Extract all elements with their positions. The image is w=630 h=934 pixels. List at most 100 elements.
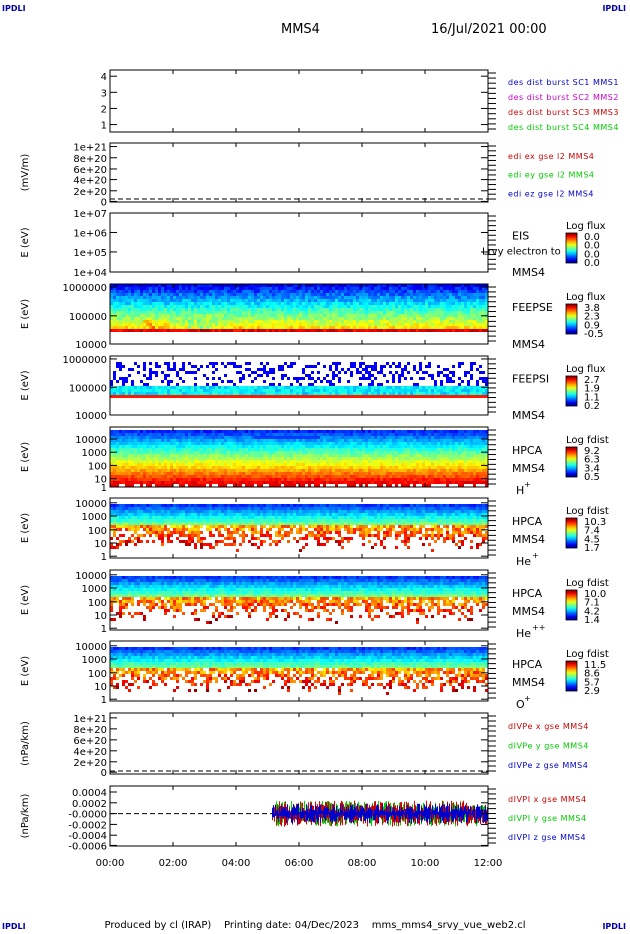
heatmap-cell xyxy=(188,430,191,433)
heatmap-cell xyxy=(314,439,317,442)
heatmap-cell xyxy=(113,472,116,475)
heatmap-cell xyxy=(209,484,212,487)
heatmap-cell xyxy=(212,320,215,323)
heatmap-cell xyxy=(479,284,482,287)
heatmap-cell xyxy=(206,457,209,460)
heatmap-cell xyxy=(254,436,257,439)
heatmap-cell xyxy=(161,386,164,389)
heatmap-cell xyxy=(335,305,338,308)
heatmap-cell xyxy=(269,395,272,398)
heatmap-cell xyxy=(281,314,284,317)
heatmap-cell xyxy=(254,439,257,442)
heatmap-cell xyxy=(311,466,314,469)
heatmap-cell xyxy=(191,448,194,451)
heatmap-cell xyxy=(311,329,314,332)
heatmap-cell xyxy=(470,377,473,380)
heatmap-cell xyxy=(368,290,371,293)
heatmap-cell xyxy=(260,433,263,436)
heatmap-cell xyxy=(332,290,335,293)
heatmap-cell xyxy=(404,395,407,398)
heatmap-cell xyxy=(395,436,398,439)
heatmap-cell xyxy=(122,392,125,395)
heatmap-cell xyxy=(188,445,191,448)
heatmap-cell xyxy=(317,430,320,433)
heatmap-cell xyxy=(434,293,437,296)
heatmap-cell xyxy=(338,481,341,484)
heatmap-cell xyxy=(173,466,176,469)
heatmap-cell xyxy=(245,362,248,365)
heatmap-cell xyxy=(479,377,482,380)
heatmap-cell xyxy=(263,299,266,302)
heatmap-cell xyxy=(119,284,122,287)
heatmap-cell xyxy=(110,284,113,287)
heatmap-cell xyxy=(470,326,473,329)
heatmap-cell xyxy=(473,323,476,326)
heatmap-cell xyxy=(170,430,173,433)
heatmap-cell xyxy=(230,463,233,466)
heatmap-cell xyxy=(188,475,191,478)
heatmap-cell xyxy=(299,469,302,472)
heatmap-cell xyxy=(317,287,320,290)
heatmap-cell xyxy=(161,436,164,439)
heatmap-cell xyxy=(410,448,413,451)
heatmap-cell xyxy=(308,389,311,392)
heatmap-cell xyxy=(440,380,443,383)
heatmap-cell xyxy=(224,478,227,481)
heatmap-cell xyxy=(182,290,185,293)
heatmap-cell xyxy=(254,296,257,299)
heatmap-cell xyxy=(197,284,200,287)
heatmap-cell xyxy=(398,299,401,302)
heatmap-cell xyxy=(467,299,470,302)
heatmap-cell xyxy=(386,475,389,478)
heatmap-cell xyxy=(110,326,113,329)
heatmap-cell xyxy=(191,284,194,287)
heatmap-cell xyxy=(353,386,356,389)
heatmap-cell xyxy=(149,392,152,395)
heatmap-cell xyxy=(305,326,308,329)
heatmap-cell xyxy=(350,448,353,451)
heatmap-cell xyxy=(179,472,182,475)
heatmap-cell xyxy=(452,380,455,383)
heatmap-cell xyxy=(347,380,350,383)
heatmap-cell xyxy=(212,377,215,380)
heatmap-cell xyxy=(455,389,458,392)
heatmap-cell xyxy=(254,395,257,398)
heatmap-cell xyxy=(332,362,335,365)
heatmap-cell xyxy=(356,290,359,293)
heatmap-cell xyxy=(119,389,122,392)
heatmap-cell xyxy=(419,362,422,365)
heatmap-cell xyxy=(263,466,266,469)
heatmap-cell xyxy=(380,290,383,293)
heatmap-cell xyxy=(251,371,254,374)
heatmap-cell xyxy=(119,472,122,475)
heatmap-cell xyxy=(272,293,275,296)
heatmap-cell xyxy=(191,451,194,454)
heatmap-cell xyxy=(125,466,128,469)
heatmap-cell xyxy=(194,323,197,326)
heatmap-cell xyxy=(170,454,173,457)
heatmap-cell xyxy=(218,386,221,389)
heatmap-cell xyxy=(356,469,359,472)
heatmap-cell xyxy=(299,389,302,392)
heatmap-cell xyxy=(290,395,293,398)
heatmap-cell xyxy=(332,371,335,374)
heatmap-cell xyxy=(401,463,404,466)
heatmap-cell xyxy=(311,481,314,484)
heatmap-cell xyxy=(269,392,272,395)
heatmap-cell xyxy=(164,296,167,299)
heatmap-cell xyxy=(263,323,266,326)
heatmap-cell xyxy=(263,448,266,451)
heatmap-cell xyxy=(398,293,401,296)
heatmap-cell xyxy=(269,481,272,484)
heatmap-cell xyxy=(152,311,155,314)
heatmap-cell xyxy=(191,293,194,296)
heatmap-cell xyxy=(119,448,122,451)
heatmap-cell xyxy=(230,445,233,448)
heatmap-cell xyxy=(134,284,137,287)
heatmap-cell xyxy=(389,311,392,314)
heatmap-cell xyxy=(386,302,389,305)
heatmap-cell xyxy=(335,362,338,365)
heatmap-cell xyxy=(185,287,188,290)
heatmap-cell xyxy=(248,475,251,478)
heatmap-cell xyxy=(290,433,293,436)
